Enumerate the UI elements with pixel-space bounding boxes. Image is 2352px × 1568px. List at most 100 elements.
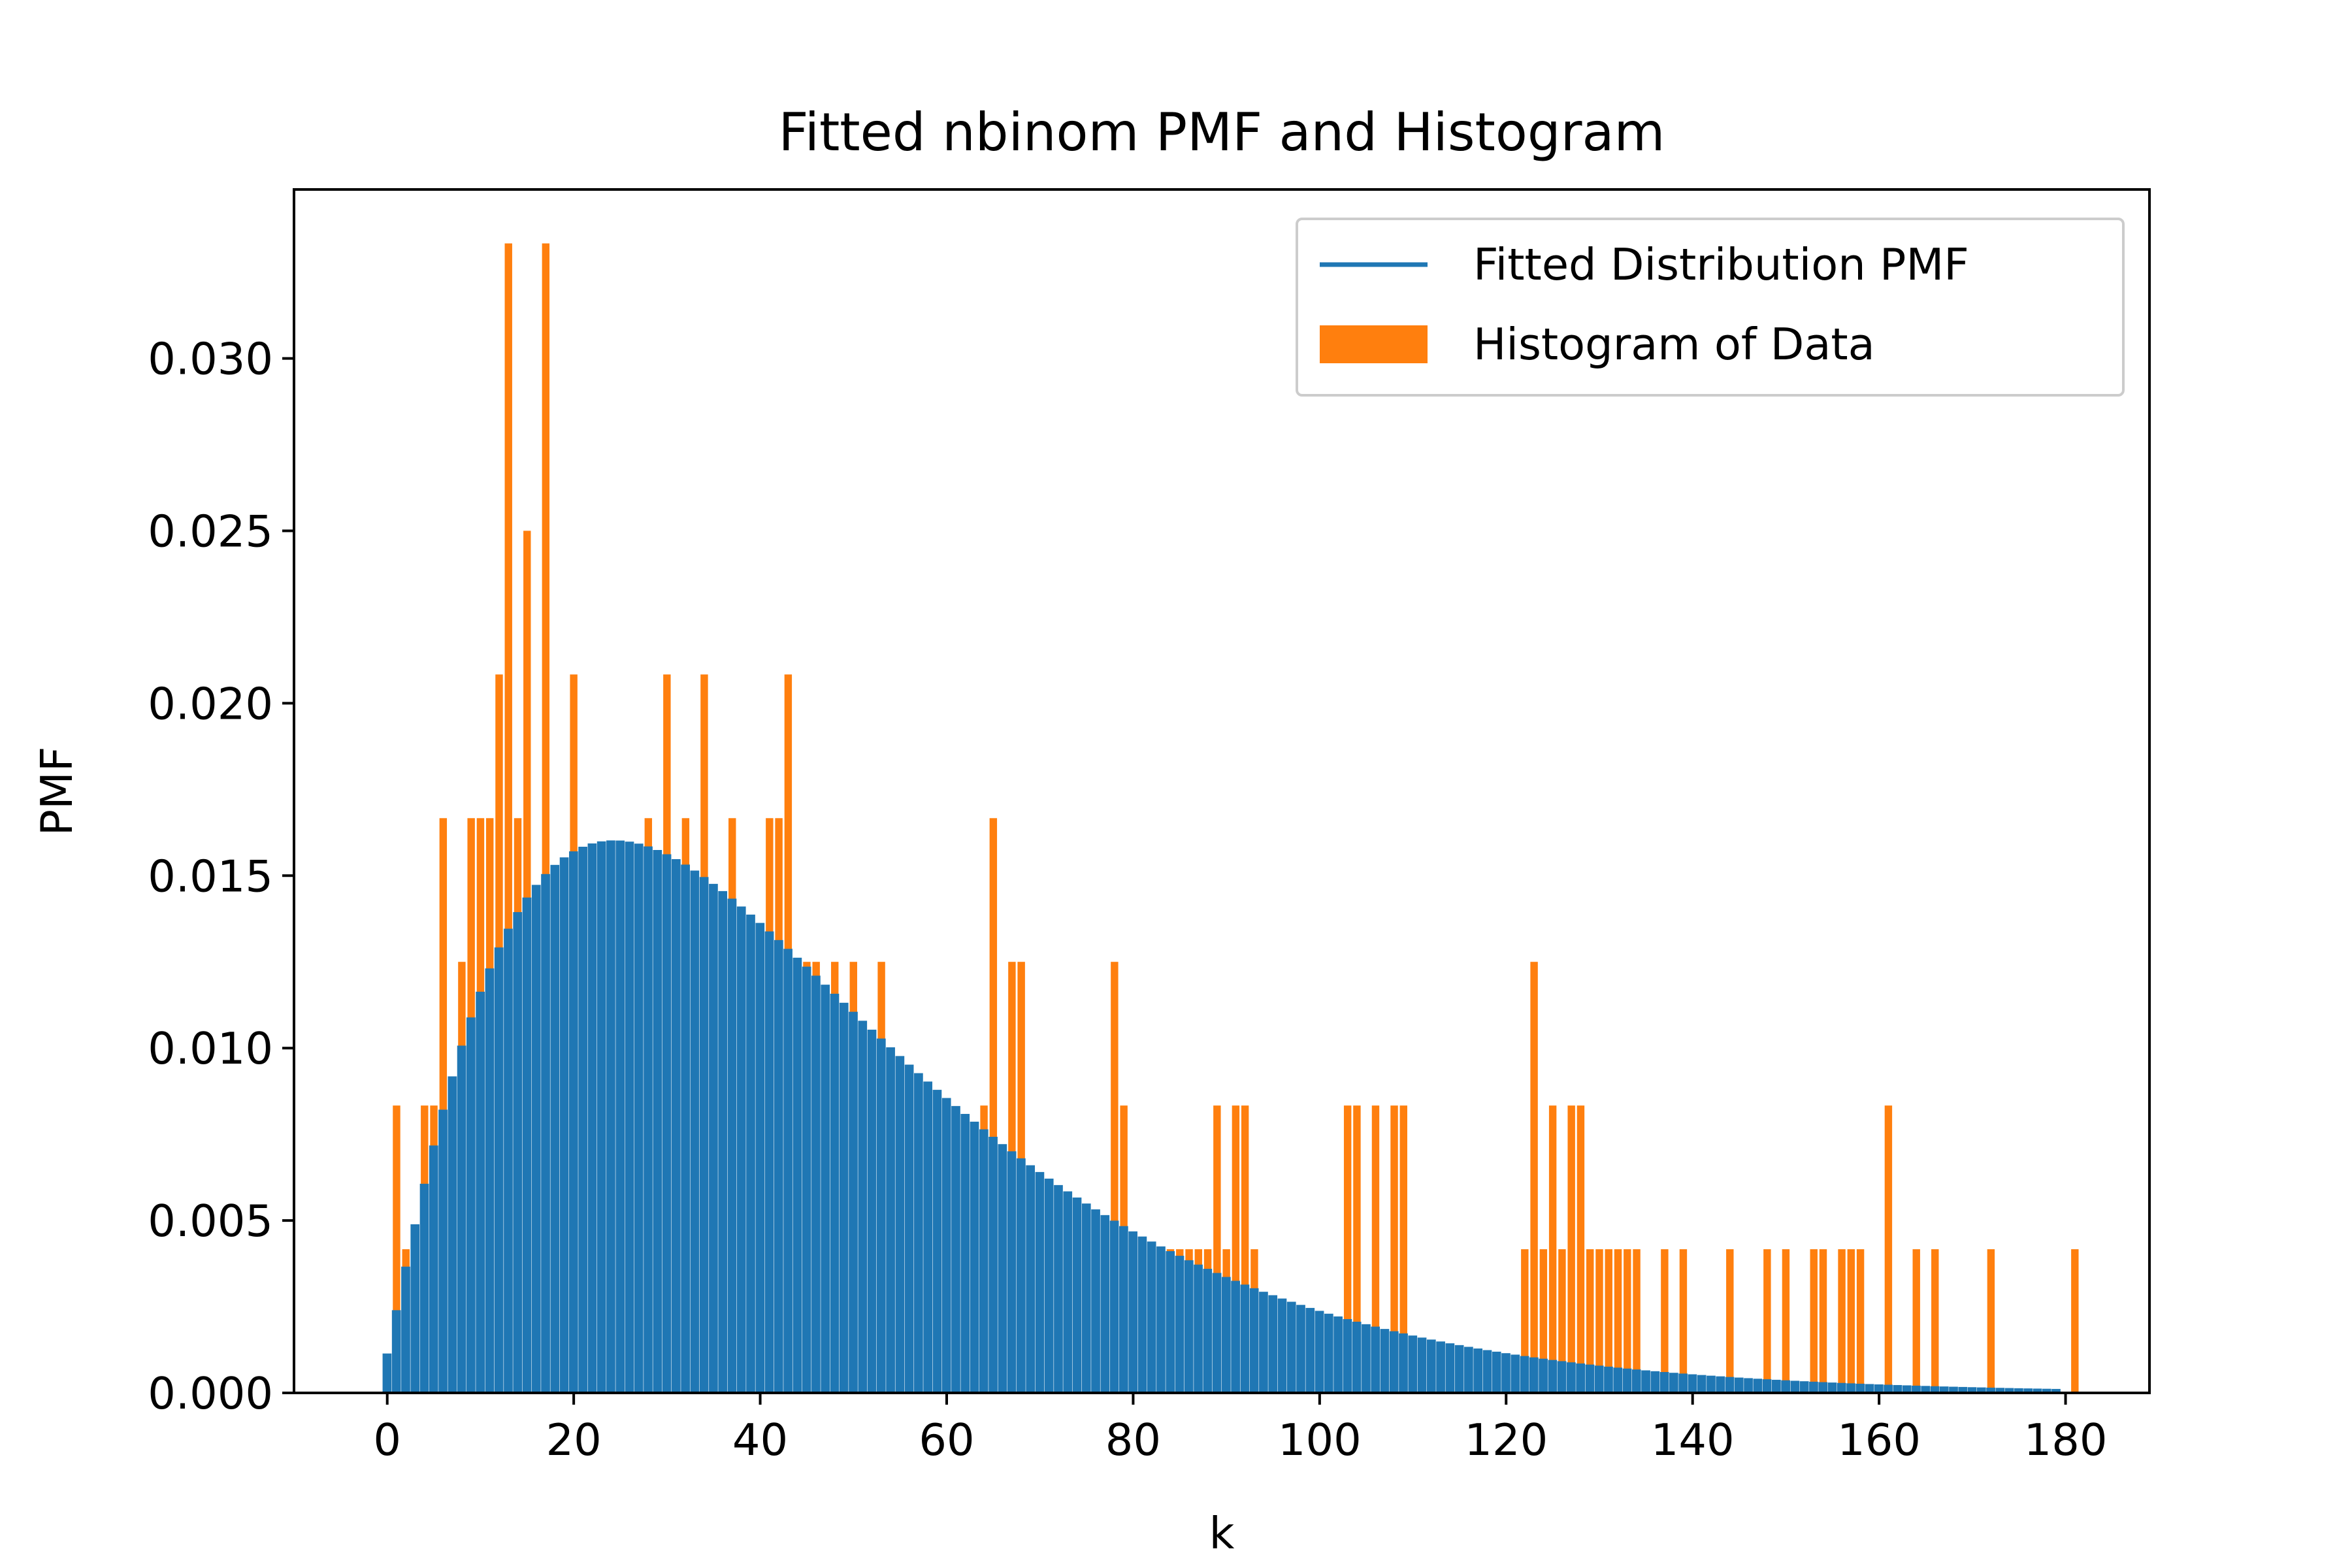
- histogram-bar: [1912, 1249, 1920, 1393]
- pmf-bar: [1557, 1361, 1567, 1393]
- pmf-bars: [382, 840, 2061, 1393]
- histogram-bar: [1232, 1105, 1240, 1393]
- pmf-bar: [1622, 1368, 1632, 1393]
- pmf-bar: [895, 1056, 905, 1393]
- pmf-bar: [1799, 1381, 1809, 1393]
- histogram-bar: [1399, 1105, 1407, 1393]
- pmf-bar: [1128, 1231, 1137, 1393]
- histogram-bar: [1679, 1249, 1688, 1393]
- pmf-bar: [1091, 1209, 1100, 1393]
- pmf-bar: [1707, 1375, 1716, 1393]
- pmf-bar: [1389, 1331, 1399, 1393]
- pmf-bar: [709, 883, 718, 1393]
- pmf-bar: [1827, 1382, 1837, 1393]
- pmf-bar: [1762, 1379, 1772, 1393]
- pmf-bar: [1529, 1357, 1539, 1393]
- pmf-bar: [1902, 1385, 1912, 1393]
- pmf-bar: [979, 1129, 988, 1393]
- pmf-bar: [410, 1224, 420, 1393]
- pmf-bar: [821, 985, 830, 1393]
- pmf-bar: [2033, 1388, 2042, 1393]
- pmf-bar: [494, 947, 504, 1393]
- pmf-bar: [1659, 1372, 1669, 1393]
- pmf-bar: [401, 1266, 410, 1393]
- pmf-bar: [718, 890, 728, 1393]
- pmf-bar: [1203, 1269, 1213, 1393]
- histogram-bar: [1539, 1249, 1548, 1393]
- pmf-bar: [1352, 1322, 1362, 1393]
- pmf-bar: [1156, 1246, 1166, 1393]
- pmf-bar: [1641, 1370, 1650, 1393]
- pmf-bar: [2004, 1388, 2014, 1393]
- x-axis-title: k: [1209, 1508, 1235, 1559]
- histogram-bar: [1530, 962, 1538, 1393]
- pmf-bar: [1958, 1386, 1968, 1393]
- pmf-bar: [1362, 1324, 1371, 1393]
- y-tick-label: 0.010: [148, 1023, 273, 1074]
- legend-label-histogram: Histogram of Data: [1473, 319, 1875, 370]
- pmf-bar: [1343, 1319, 1352, 1393]
- pmf-bar: [522, 897, 532, 1393]
- x-tick-label: 40: [732, 1414, 788, 1465]
- pmf-bar: [1921, 1386, 1931, 1393]
- pmf-bar: [886, 1047, 895, 1393]
- histogram-bar: [1810, 1249, 1818, 1393]
- chart-title: Fitted nbinom PMF and Histogram: [779, 102, 1665, 163]
- pmf-bar: [932, 1090, 942, 1393]
- histogram-bar: [1931, 1249, 1939, 1393]
- y-axis-title: PMF: [31, 747, 82, 836]
- pmf-bar: [513, 912, 523, 1393]
- pmf-bar: [634, 843, 644, 1393]
- pmf-bar: [1669, 1373, 1678, 1393]
- pmf-bar: [681, 864, 690, 1393]
- pmf-bar: [1109, 1220, 1119, 1393]
- pmf-bar: [1194, 1264, 1203, 1393]
- pmf-bar: [1333, 1316, 1343, 1393]
- pmf-bar: [867, 1030, 877, 1393]
- pmf-bar: [485, 968, 495, 1393]
- pmf-bar: [1147, 1241, 1156, 1393]
- x-tick-label: 60: [919, 1414, 974, 1465]
- pmf-bar: [941, 1098, 951, 1393]
- histogram-bar: [1521, 1249, 1529, 1393]
- histogram-bar: [1763, 1249, 1771, 1393]
- histogram-bar: [1111, 962, 1119, 1393]
- pmf-bar: [1277, 1298, 1287, 1393]
- pmf-bar: [1017, 1158, 1026, 1393]
- pmf-bar: [1585, 1364, 1595, 1393]
- histogram-bar: [1819, 1249, 1827, 1393]
- pmf-bar: [783, 949, 792, 1393]
- pmf-bar: [653, 850, 662, 1393]
- y-tick-label: 0.030: [148, 334, 273, 385]
- pmf-bar: [1119, 1226, 1128, 1393]
- pmf-bar: [1445, 1343, 1455, 1393]
- pmf-bar: [998, 1144, 1007, 1393]
- pmf-bar: [1678, 1373, 1688, 1393]
- histogram-bar: [1595, 1249, 1603, 1393]
- histogram-bar: [1987, 1249, 1995, 1393]
- pmf-bar: [1044, 1178, 1054, 1393]
- pmf-bar: [1809, 1381, 1818, 1393]
- x-tick-label: 160: [1837, 1414, 1921, 1465]
- pmf-bar: [1501, 1353, 1511, 1393]
- pmf-bar: [2023, 1388, 2033, 1393]
- pmf-bar: [904, 1064, 914, 1393]
- histogram-bar: [1782, 1249, 1790, 1393]
- pmf-bar: [2051, 1388, 2061, 1393]
- pmf-bar: [1967, 1387, 1977, 1393]
- pmf-bar: [839, 1002, 849, 1393]
- pmf-bar: [606, 840, 615, 1393]
- pmf-bar: [755, 923, 765, 1393]
- histogram-bar: [1847, 1249, 1855, 1393]
- pmf-bar: [1930, 1386, 1940, 1393]
- histogram-bar: [1633, 1249, 1641, 1393]
- pmf-bar: [1976, 1387, 1986, 1393]
- y-axis-ticks: 0.000 0.005 0.010 0.015 0.020 0.025 0.030: [148, 334, 294, 1419]
- histogram-bar: [1353, 1105, 1361, 1393]
- pmf-bar: [1986, 1387, 1995, 1393]
- pmf-bar: [1035, 1171, 1045, 1393]
- pmf-bar: [1744, 1378, 1753, 1393]
- pmf-bar: [1240, 1284, 1250, 1393]
- pmf-bar: [914, 1073, 923, 1393]
- x-tick-label: 180: [2024, 1414, 2108, 1465]
